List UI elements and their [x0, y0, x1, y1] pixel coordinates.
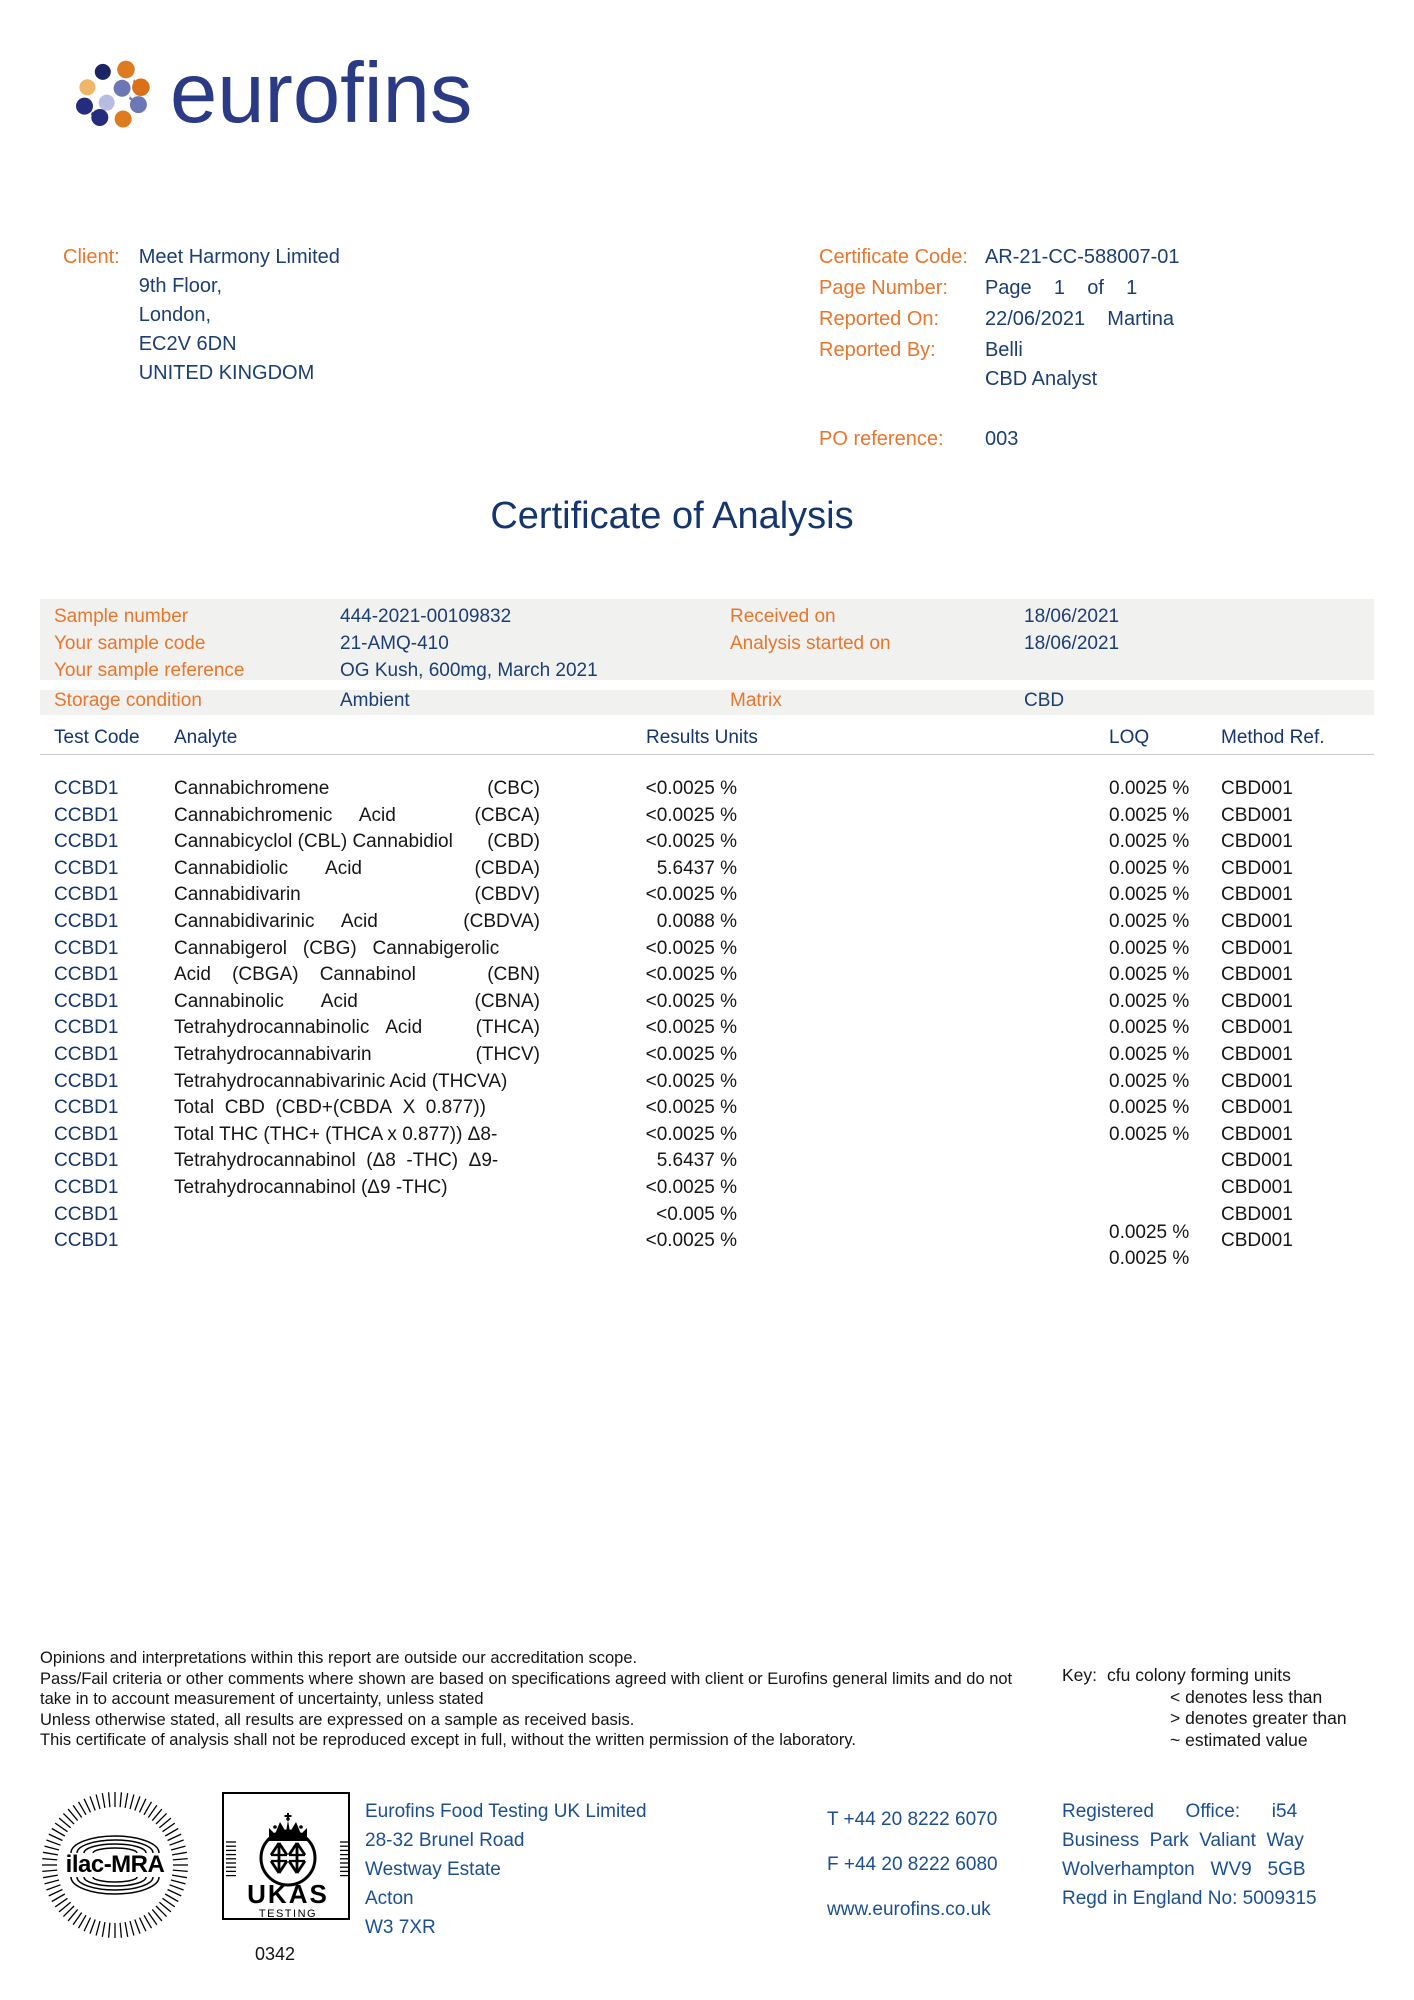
svg-text:ilac-MRA: ilac-MRA: [66, 1851, 165, 1878]
svg-text:UKAS: UKAS: [247, 1879, 329, 1909]
svg-text:TESTING: TESTING: [259, 1908, 317, 1920]
svg-text:eurofins: eurofins: [170, 46, 472, 141]
